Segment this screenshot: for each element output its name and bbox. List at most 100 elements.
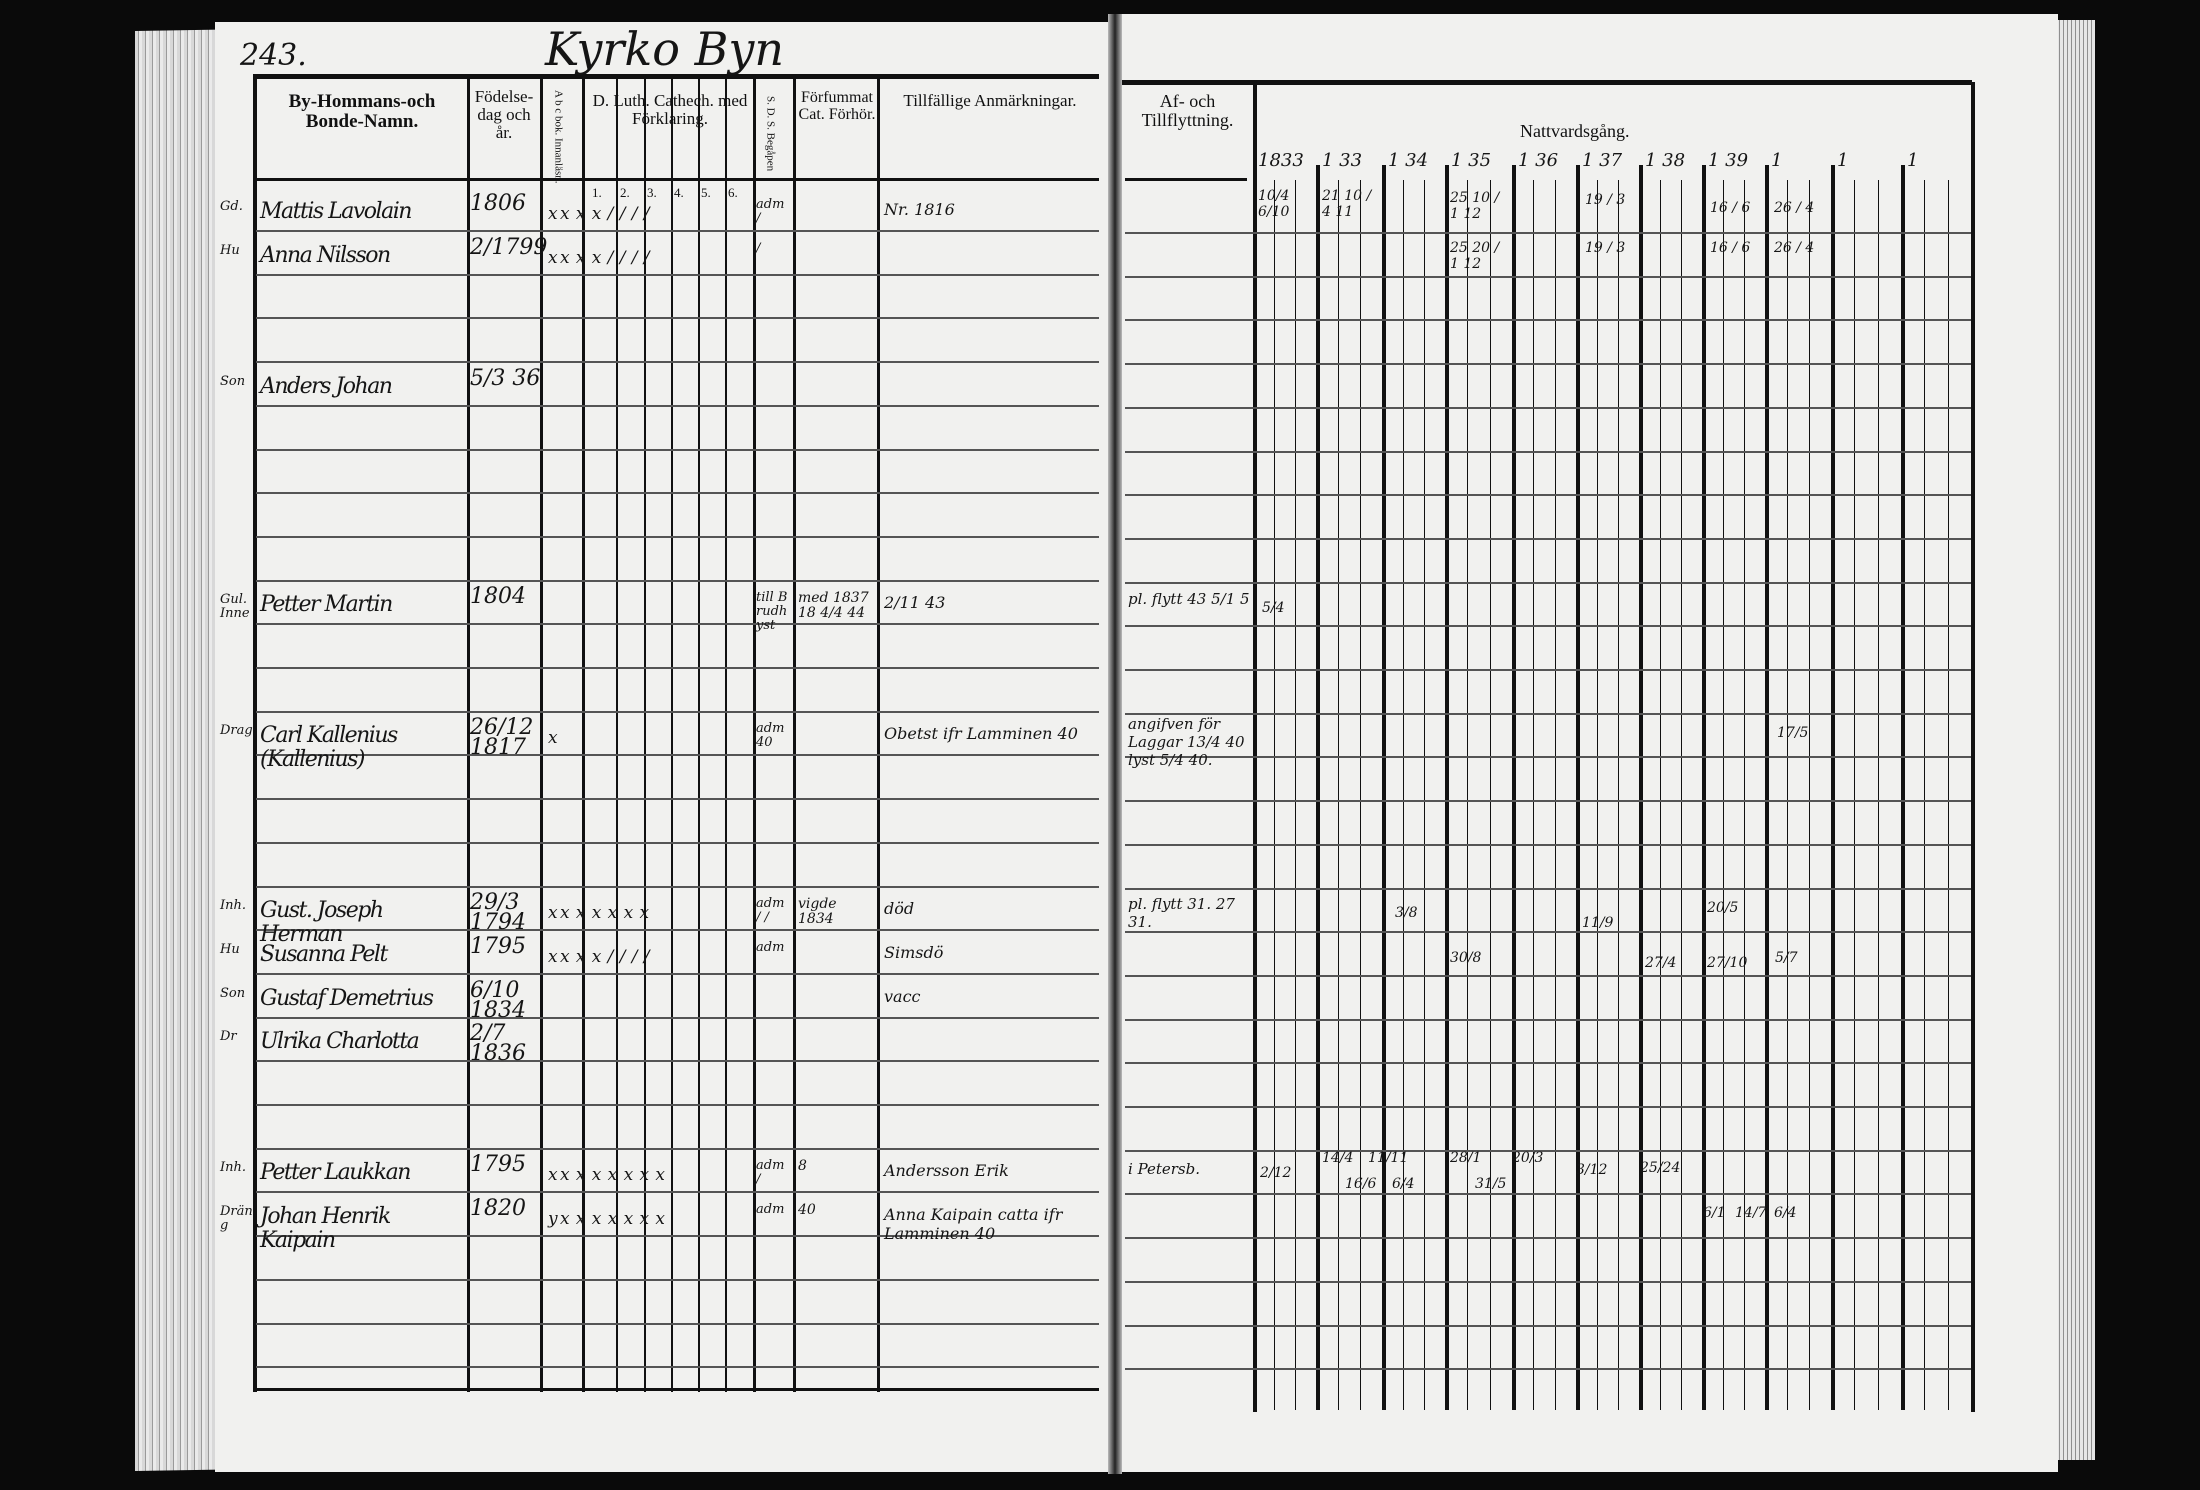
communion-column-rule — [1639, 165, 1643, 1410]
entry-reading-marks: x — [548, 728, 558, 748]
communion-subcolumn-rule — [1681, 180, 1682, 1410]
entry-reading-marks: x x x x / / / / — [548, 947, 650, 967]
left-row-rule — [256, 405, 1099, 407]
communion-mark: 21 10 / 4 11 — [1322, 188, 1372, 220]
right-row-rule — [1125, 713, 1971, 715]
entry-birth-date: 6/10 1834 — [470, 978, 526, 1023]
communion-column-rule — [1765, 165, 1769, 1410]
village-heading: Kyrko Byn — [545, 22, 785, 76]
right-row-rule — [1125, 582, 1971, 584]
entry-relation-prefix: Dr — [220, 1029, 237, 1044]
table-bottom-border — [253, 1388, 1099, 1391]
entry-relation-prefix: Gd. — [220, 199, 243, 214]
left-column-rule — [753, 76, 756, 1392]
moving-note: pl. flytt 31. 27 31. — [1128, 895, 1235, 931]
communion-subcolumn-rule — [1660, 180, 1661, 1410]
entry-name: Mattis Lavolain — [260, 199, 412, 224]
communion-year-header: 1833 — [1258, 150, 1304, 171]
right-row-rule — [1125, 1193, 1971, 1195]
table-top-border — [253, 74, 1099, 79]
entry-birth-date: 2/1799 — [470, 235, 548, 260]
header-bottom-border — [253, 178, 1099, 181]
communion-column-rule — [1382, 165, 1386, 1410]
communion-subcolumn-rule — [1597, 180, 1598, 1410]
left-column-rule — [253, 76, 257, 1392]
left-column-rule — [671, 76, 673, 1392]
entry-forfummat-note: 40 — [798, 1202, 816, 1218]
right-row-rule — [1125, 888, 1971, 890]
communion-mark: 6/4 — [1392, 1176, 1415, 1192]
right-row-rule — [1125, 669, 1971, 671]
communion-mark: 6/1 — [1703, 1205, 1726, 1221]
header-communion: Nattvardsgång. — [1520, 121, 1630, 141]
communion-subcolumn-rule — [1424, 180, 1425, 1410]
right-row-rule — [1125, 625, 1971, 627]
communion-mark: 14/7 — [1735, 1205, 1767, 1221]
communion-column-rule — [1576, 165, 1580, 1410]
entry-remarks: 2/11 43 — [884, 593, 946, 612]
header-catechism: D. Luth. Cathech. med Förklaring. — [592, 91, 748, 128]
entry-relation-prefix: Hu — [220, 243, 240, 258]
entry-reading-marks: x x x x x x x x — [548, 1165, 665, 1185]
left-row-rule — [256, 973, 1099, 975]
left-row-rule — [256, 449, 1099, 451]
entry-remarks: Nr. 1816 — [884, 200, 955, 219]
left-row-rule — [256, 317, 1099, 319]
right-row-rule — [1125, 407, 1971, 409]
left-column-rule — [540, 76, 543, 1392]
entry-remarks: Obetst ifr Lamminen 40 — [884, 724, 1078, 743]
right-moving-header-rule — [1125, 178, 1247, 181]
entry-remarks: vacc — [884, 987, 921, 1006]
entry-sds-note: adm 40 — [756, 721, 785, 750]
entry-sds-note: adm / — [756, 197, 785, 226]
catechism-sub-1: 1. — [592, 185, 602, 200]
catechism-sub-6: 6. — [728, 185, 738, 200]
communion-mark: 20/5 — [1707, 900, 1739, 916]
entry-remarks: Andersson Erik — [884, 1161, 1009, 1180]
communion-subcolumn-rule — [1467, 180, 1468, 1410]
right-row-rule — [1125, 1062, 1971, 1064]
right-row-rule — [1125, 931, 1971, 933]
right-row-rule — [1125, 1019, 1971, 1021]
catechism-sub-3: 3. — [647, 185, 657, 200]
communion-subcolumn-rule — [1533, 180, 1534, 1410]
left-row-rule — [256, 361, 1099, 363]
right-row-rule — [1125, 756, 1971, 758]
left-row-rule — [256, 580, 1099, 582]
entry-sds-note: till Brudhyst — [756, 590, 788, 633]
entry-name: Petter Laukkan — [260, 1160, 411, 1185]
communion-mark: 3/12 — [1576, 1162, 1608, 1178]
entry-reading-marks: x x x x / / / / — [548, 248, 650, 268]
communion-mark: 28/1 — [1450, 1150, 1482, 1166]
entry-relation-prefix: Son — [220, 374, 246, 389]
left-row-rule — [256, 1323, 1099, 1325]
communion-column-rule — [1253, 82, 1257, 1412]
communion-mark: 2/12 — [1260, 1165, 1292, 1181]
communion-mark: 27/10 — [1707, 955, 1748, 971]
entry-relation-prefix: Inh. — [220, 898, 247, 913]
left-column-rule — [877, 76, 880, 1392]
right-row-rule — [1125, 319, 1971, 321]
communion-column-rule — [1512, 165, 1516, 1410]
header-abc: A b c bok. Innanläsn. — [552, 90, 565, 184]
moving-note: i Petersb. — [1128, 1160, 1201, 1178]
left-row-rule — [256, 711, 1099, 713]
left-row-rule — [256, 1235, 1099, 1237]
communion-year-header: 1 37 — [1582, 150, 1623, 171]
communion-year-header: 1 — [1907, 150, 1919, 171]
communion-mark: 11/11 — [1368, 1150, 1409, 1166]
communion-subcolumn-rule — [1403, 180, 1404, 1410]
catechism-sub-4: 4. — [674, 185, 684, 200]
left-row-rule — [256, 1191, 1099, 1193]
communion-mark: 25 20 / 1 12 — [1450, 240, 1500, 272]
entry-birth-date: 1806 — [470, 191, 526, 216]
communion-subcolumn-rule — [1809, 180, 1810, 1410]
communion-column-rule — [1702, 165, 1706, 1410]
catechism-sub-2: 2. — [620, 185, 630, 200]
communion-mark: 20/3 — [1512, 1150, 1544, 1166]
communion-subcolumn-rule — [1490, 180, 1491, 1410]
entry-name: Johan Henrik Kaipain — [260, 1204, 391, 1253]
entry-reading-marks: y x x x x x x x — [548, 1209, 665, 1229]
entry-reading-marks: x x x x / / / / — [548, 204, 650, 224]
left-page — [215, 22, 1110, 1472]
